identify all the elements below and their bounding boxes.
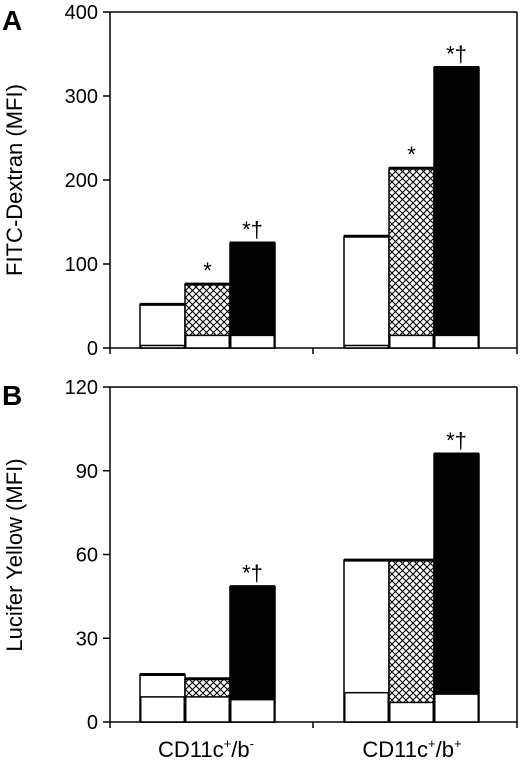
bar-baseline-segment <box>185 696 230 723</box>
bar <box>139 303 186 349</box>
bar-baseline-segment <box>344 344 389 349</box>
significance-mark: * <box>203 258 212 283</box>
y-axis-label: Lucifer Yellow (MFI) <box>2 458 27 651</box>
bar-baseline-segment <box>344 691 389 723</box>
y-tick-label: 90 <box>76 461 98 483</box>
panel-b: 0 30 60 90 120 Lucifer Yellow (MFI) B *† *† <box>2 377 518 734</box>
bar-baseline-segment <box>434 334 479 349</box>
bar-baseline-segment <box>389 334 434 349</box>
significance-mark: *† <box>446 41 467 66</box>
y-axis-label: FITC-Dextran (MFI) <box>2 84 27 276</box>
significance-mark: *† <box>446 428 467 453</box>
y-tick-label: 200 <box>65 170 98 192</box>
significance-mark: *† <box>242 217 263 242</box>
x-category-label: CD11c+/b- <box>158 736 254 762</box>
x-category-label: CD11c+/b+ <box>362 736 461 762</box>
bar-baseline-segment <box>230 698 275 723</box>
panel-label: A <box>2 5 22 36</box>
bar <box>388 559 435 723</box>
y-tick-label: 0 <box>87 712 98 734</box>
bar-baseline-segment <box>389 701 434 723</box>
panel-a: 0 100 200 300 400 FITC-Dextran (MFI) A * * *† *† <box>2 2 518 360</box>
bar-baseline-segment <box>140 696 185 723</box>
bar-baseline-segment <box>185 334 230 349</box>
panel-label: B <box>2 380 22 411</box>
bar-baseline-segment <box>140 344 185 349</box>
bar-baseline-segment <box>434 693 479 723</box>
bar <box>388 167 435 349</box>
y-tick-label: 30 <box>76 628 98 650</box>
y-tick-label: 400 <box>65 2 98 24</box>
y-tick-label: 0 <box>87 338 98 360</box>
bar <box>433 66 480 349</box>
y-tick-label: 120 <box>65 377 98 399</box>
significance-mark: * <box>407 142 416 167</box>
bar-baseline-segment <box>230 334 275 349</box>
y-tick-label: 60 <box>76 545 98 567</box>
bar <box>229 242 276 349</box>
significance-mark: *† <box>242 561 263 586</box>
y-tick-label: 100 <box>65 254 98 276</box>
bar <box>433 453 480 723</box>
y-tick-label: 300 <box>65 86 98 108</box>
bar <box>343 235 390 349</box>
